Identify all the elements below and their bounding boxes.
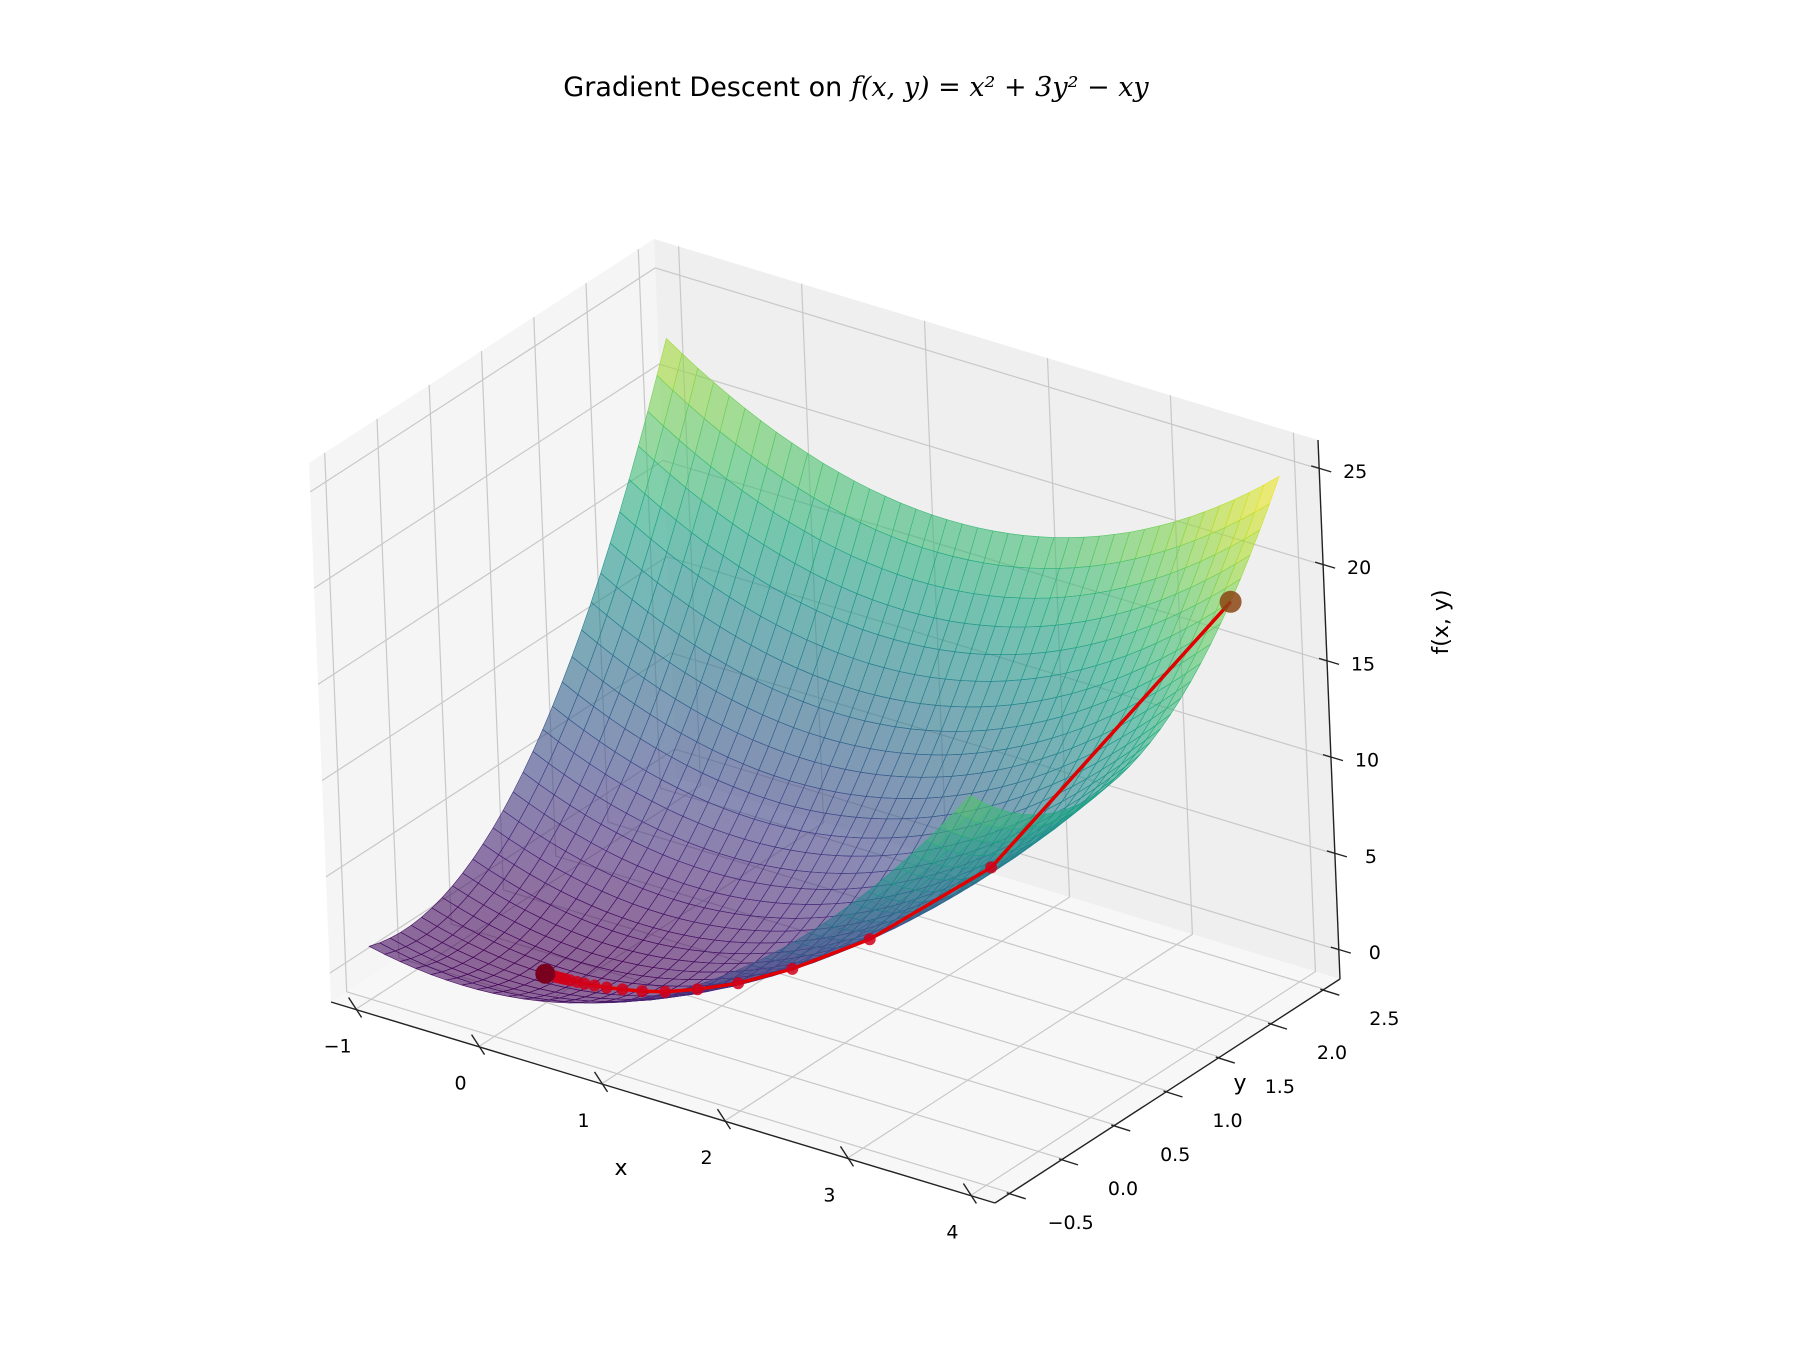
x-tick-mark [470,1034,486,1056]
z-tick-label: 15 [1351,653,1375,675]
x-tick-mark [348,997,363,1018]
path-point [985,861,998,874]
y-tick-mark [1058,1158,1079,1166]
z-grid-line [313,363,1324,589]
z-tick-mark [1322,753,1344,762]
x-grid-line [970,432,1317,1197]
y-axis-line [994,978,1341,1204]
y-tick-mark [1163,1090,1183,1098]
x-tick-label: 2 [700,1147,712,1169]
z-axis-label: f(x, y) [1429,590,1454,655]
z-tick-mark [1310,465,1332,473]
x-tick-mark [962,1183,977,1204]
chart-title-prefix: Gradient Descent on [563,72,851,103]
z-tick-mark [1314,561,1336,569]
tick-labels: −1 0 1 2 3 4 −0.5 0.0 0.5 1.0 1.5 2.0 2.5 0 5 10 15 20 25 [324,461,1400,1244]
descent-path [535,590,1242,998]
y-tick-label: 1.0 [1212,1110,1242,1132]
y-tick-label: −0.5 [1048,1212,1094,1234]
x-tick-label: −1 [324,1035,352,1057]
y-tick-label: 2.5 [1369,1008,1399,1030]
y-tick-mark [1215,1056,1235,1064]
y-tick-label: 1.5 [1265,1076,1295,1098]
start-point-marker [1219,590,1242,613]
z-tick-label: 20 [1347,557,1371,579]
path-point [588,979,601,992]
minimum-point-marker [535,963,556,984]
axis-lines [330,439,1352,1204]
z-grid-line [309,267,1320,493]
x-tick-label: 3 [823,1184,835,1206]
surface-patch [955,795,982,818]
y-tick-mark [1320,988,1340,996]
z-tick-label: 25 [1343,461,1367,483]
z-axis-line [1317,439,1341,980]
y-tick-mark [1267,1022,1288,1030]
y-tick-label: 0.0 [1108,1178,1138,1200]
path-point [659,985,672,998]
z-tick-mark [1330,946,1352,954]
x-tick-mark [716,1108,732,1130]
y-tick-mark [1006,1192,1026,1200]
function-surface [368,337,1280,1004]
x-tick-label: 0 [455,1073,467,1095]
path-point [863,933,876,946]
z-tick-mark [1318,657,1340,666]
x-tick-label: 1 [577,1110,589,1132]
path-point [636,985,648,998]
x-axis-label: x [614,1156,627,1181]
z-tick-label: 10 [1355,750,1379,772]
y-tick-label: 0.5 [1160,1144,1190,1166]
y-axis-label: y [1233,1071,1246,1096]
path-point [600,981,613,994]
path-point [691,983,704,996]
chart-title-formula: f(x, y) = x² + 3y² − xy [849,72,1150,103]
x-tick-mark [593,1071,609,1093]
y-grid-line [324,452,1011,1194]
x-tick-label: 4 [946,1222,958,1244]
z-tick-label: 0 [1369,942,1381,964]
z-tick-mark [1326,850,1348,858]
path-point [786,962,799,975]
x-axis-line [330,1001,996,1204]
y-tick-mark [1111,1124,1131,1132]
z-tick-label: 5 [1365,846,1377,868]
chart-title: Gradient Descent on f(x, y) = x² + 3y² −… [563,72,1149,103]
x-tick-mark [839,1145,855,1167]
path-point [732,977,745,990]
y-tick-label: 2.0 [1317,1042,1347,1064]
path-point [616,983,629,996]
